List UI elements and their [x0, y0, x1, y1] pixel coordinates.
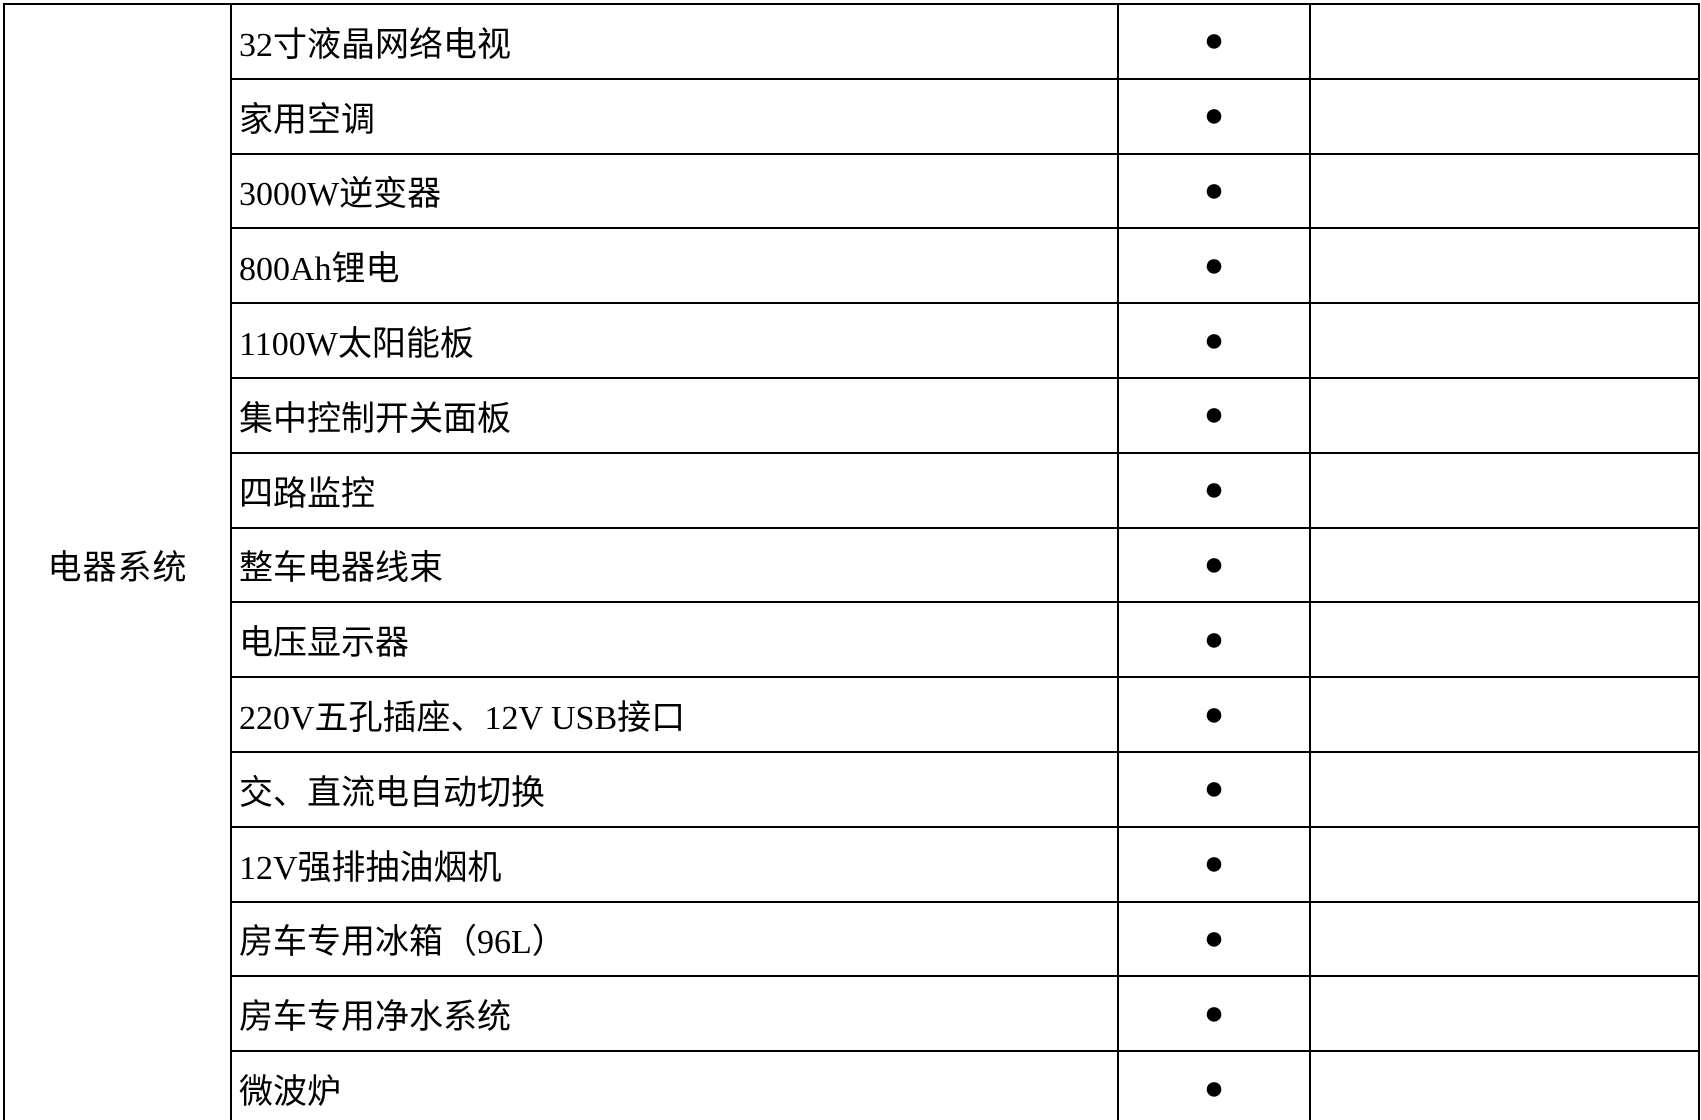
- standard-marker-dot: ●: [1117, 227, 1311, 305]
- table-row: 220V五孔插座、12V USB接口 ●: [4, 676, 1700, 753]
- item-cell: 整车电器线束: [230, 526, 1119, 604]
- item-cell: 房车专用冰箱（96L）: [230, 900, 1119, 978]
- optional-cell: [1309, 77, 1700, 155]
- table-row: 家用空调 ●: [4, 77, 1700, 155]
- optional-cell: [1309, 900, 1700, 978]
- table-row: 整车电器线束 ●: [4, 526, 1700, 604]
- table-row: 微波炉 ●: [4, 1050, 1700, 1120]
- standard-marker-dot: ●: [1117, 750, 1311, 828]
- optional-cell: [1309, 526, 1700, 604]
- optional-cell: [1309, 376, 1700, 454]
- standard-marker-dot: ●: [1117, 1050, 1311, 1120]
- standard-marker-dot: ●: [1117, 451, 1311, 529]
- item-cell: 集中控制开关面板: [230, 376, 1119, 454]
- standard-marker-dot: ●: [1117, 77, 1311, 155]
- item-cell: 四路监控: [230, 451, 1119, 529]
- table-row: 800Ah锂电 ●: [4, 227, 1700, 305]
- optional-cell: [1309, 750, 1700, 828]
- table-row: 房车专用净水系统 ●: [4, 975, 1700, 1053]
- optional-cell: [1309, 3, 1700, 80]
- standard-marker-dot: ●: [1117, 825, 1311, 903]
- optional-cell: [1309, 975, 1700, 1053]
- optional-cell: [1309, 1050, 1700, 1120]
- table-row: 四路监控 ●: [4, 451, 1700, 529]
- item-cell: 微波炉: [230, 1050, 1119, 1120]
- category-cell-electrical-system: 电器系统: [3, 3, 232, 1120]
- item-cell: 家用空调: [230, 77, 1119, 155]
- table-row: 1100W太阳能板 ●: [4, 302, 1700, 379]
- optional-cell: [1309, 152, 1700, 230]
- standard-marker-dot: ●: [1117, 900, 1311, 978]
- item-cell: 12V强排抽油烟机: [230, 825, 1119, 903]
- item-cell: 220V五孔插座、12V USB接口: [230, 676, 1119, 753]
- table-row: 3000W逆变器 ●: [4, 152, 1700, 230]
- equipment-spec-table: 电器系统 32寸液晶网络电视 ● 家用空调 ● 3000W逆变器 ● 800Ah…: [3, 3, 1700, 1120]
- table-row: 集中控制开关面板 ●: [4, 376, 1700, 454]
- standard-marker-dot: ●: [1117, 302, 1311, 379]
- table-row: 交、直流电自动切换 ●: [4, 750, 1700, 828]
- item-cell: 3000W逆变器: [230, 152, 1119, 230]
- optional-cell: [1309, 676, 1700, 753]
- table-row: 12V强排抽油烟机 ●: [4, 825, 1700, 903]
- optional-cell: [1309, 227, 1700, 305]
- standard-marker-dot: ●: [1117, 975, 1311, 1053]
- optional-cell: [1309, 302, 1700, 379]
- item-cell: 房车专用净水系统: [230, 975, 1119, 1053]
- item-cell: 32寸液晶网络电视: [230, 3, 1119, 80]
- standard-marker-dot: ●: [1117, 376, 1311, 454]
- optional-cell: [1309, 825, 1700, 903]
- standard-marker-dot: ●: [1117, 676, 1311, 753]
- item-cell: 交、直流电自动切换: [230, 750, 1119, 828]
- table-row: 电压显示器 ●: [4, 601, 1700, 679]
- item-cell: 800Ah锂电: [230, 227, 1119, 305]
- table-row: 房车专用冰箱（96L） ●: [4, 900, 1700, 978]
- optional-cell: [1309, 601, 1700, 679]
- standard-marker-dot: ●: [1117, 152, 1311, 230]
- optional-cell: [1309, 451, 1700, 529]
- table-row: 电器系统 32寸液晶网络电视 ●: [3, 3, 1700, 1120]
- standard-marker-dot: ●: [1117, 526, 1311, 604]
- standard-marker-dot: ●: [1117, 601, 1311, 679]
- standard-marker-dot: ●: [1117, 3, 1311, 80]
- item-cell: 电压显示器: [230, 601, 1119, 679]
- item-cell: 1100W太阳能板: [230, 302, 1119, 379]
